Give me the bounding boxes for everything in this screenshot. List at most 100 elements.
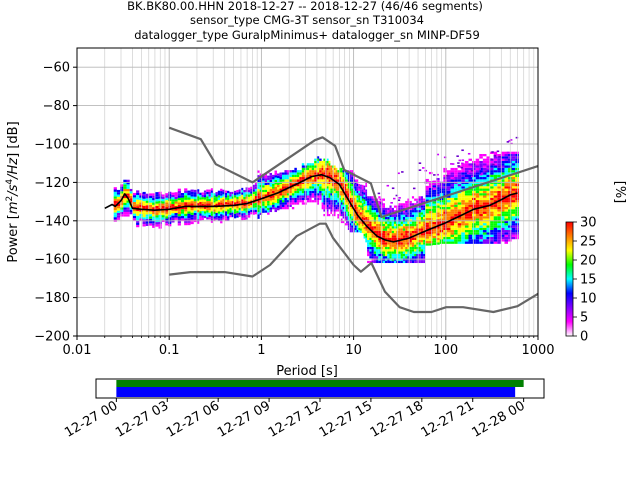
histogram-cell	[508, 165, 512, 168]
histogram-cell	[339, 225, 341, 228]
histogram-cell	[400, 240, 403, 243]
histogram-cell	[446, 200, 451, 203]
histogram-cell	[330, 167, 333, 171]
histogram-cell	[450, 158, 455, 161]
histogram-cell	[259, 191, 263, 195]
histogram-cell	[405, 216, 408, 220]
histogram-cell	[407, 246, 410, 250]
histogram-cell	[508, 200, 512, 203]
histogram-cell	[274, 193, 278, 196]
histogram-cell	[296, 174, 300, 178]
histogram-cell	[418, 196, 421, 199]
histogram-cell	[515, 160, 519, 164]
histogram-cell	[354, 225, 357, 228]
histogram-cell	[132, 195, 137, 198]
histogram-cell	[339, 172, 341, 175]
histogram-cell	[262, 175, 265, 179]
histogram-cell	[210, 206, 214, 209]
histogram-cell	[414, 214, 417, 217]
histogram-cell	[335, 179, 338, 182]
histogram-cell	[136, 194, 140, 198]
histogram-cell	[425, 185, 429, 189]
histogram-cell	[323, 186, 326, 189]
histogram-cell	[148, 204, 153, 208]
histogram-cell	[328, 163, 331, 166]
histogram-cell	[468, 174, 473, 178]
histogram-cell	[389, 237, 392, 240]
histogram-cell	[428, 231, 433, 235]
histogram-cell	[174, 192, 178, 195]
histogram-cell	[515, 163, 519, 166]
histogram-cell	[508, 206, 512, 210]
histogram-cell	[504, 190, 509, 194]
histogram-cell	[457, 163, 462, 166]
histogram-cell	[227, 211, 230, 214]
histogram-cell	[330, 213, 333, 217]
histogram-cell	[259, 205, 263, 209]
histogram-cell	[330, 223, 333, 226]
histogram-cell	[245, 184, 248, 188]
histogram-cell	[323, 230, 326, 233]
histogram-cell	[333, 230, 336, 233]
histogram-cell	[367, 237, 370, 240]
histogram-cell	[199, 211, 202, 214]
histogram-cell	[425, 211, 429, 214]
histogram-cell	[475, 223, 480, 226]
histogram-cell	[206, 196, 209, 199]
histogram-cell	[277, 203, 280, 206]
histogram-cell	[358, 195, 361, 198]
histogram-cell	[227, 218, 230, 221]
histogram-cell	[407, 205, 410, 208]
histogram-cell	[113, 201, 117, 204]
histogram-cell	[311, 179, 315, 182]
histogram-cell	[482, 225, 487, 228]
histogram-cell	[339, 202, 341, 205]
histogram-cell	[367, 260, 370, 264]
histogram-cell	[486, 170, 491, 173]
histogram-cell	[363, 236, 366, 239]
histogram-cell	[504, 153, 509, 157]
histogram-cell	[486, 211, 491, 214]
colorbar-tick-label: 30	[580, 216, 597, 231]
histogram-cell	[457, 200, 462, 203]
histogram-cell	[328, 179, 331, 182]
histogram-cell	[482, 223, 487, 226]
histogram-cell	[356, 183, 359, 187]
histogram-cell	[508, 209, 512, 212]
histogram-cell	[464, 153, 469, 157]
histogram-cell	[443, 216, 447, 219]
histogram-cell	[398, 223, 401, 227]
histogram-cell	[409, 246, 412, 250]
histogram-cell	[201, 194, 204, 198]
histogram-cell	[450, 202, 455, 205]
histogram-cell	[500, 213, 505, 217]
histogram-cell	[387, 256, 390, 259]
histogram-cell	[454, 163, 458, 166]
histogram-cell	[210, 202, 214, 205]
histogram-cell	[126, 202, 130, 206]
histogram-cell	[482, 220, 487, 224]
histogram-cell	[344, 216, 347, 219]
histogram-cell	[371, 253, 374, 257]
histogram-cell	[277, 180, 280, 183]
histogram-cell	[398, 221, 401, 224]
histogram-cell	[358, 179, 361, 182]
histogram-cell	[252, 205, 255, 208]
histogram-cell	[354, 177, 357, 180]
histogram-cell	[319, 167, 322, 171]
histogram-cell	[309, 186, 312, 189]
histogram-cell	[511, 183, 516, 187]
histogram-cell	[289, 197, 292, 201]
histogram-cell	[236, 196, 239, 200]
histogram-cell	[231, 214, 235, 218]
histogram-cell	[254, 202, 258, 206]
histogram-cell	[387, 233, 390, 236]
histogram-cell	[180, 202, 185, 205]
histogram-cell	[493, 183, 498, 187]
histogram-cell	[360, 205, 362, 208]
histogram-cell	[361, 203, 364, 206]
histogram-cell	[328, 174, 331, 178]
histogram-cell	[358, 174, 361, 178]
histogram-cell	[286, 197, 290, 201]
histogram-cell	[475, 153, 480, 157]
